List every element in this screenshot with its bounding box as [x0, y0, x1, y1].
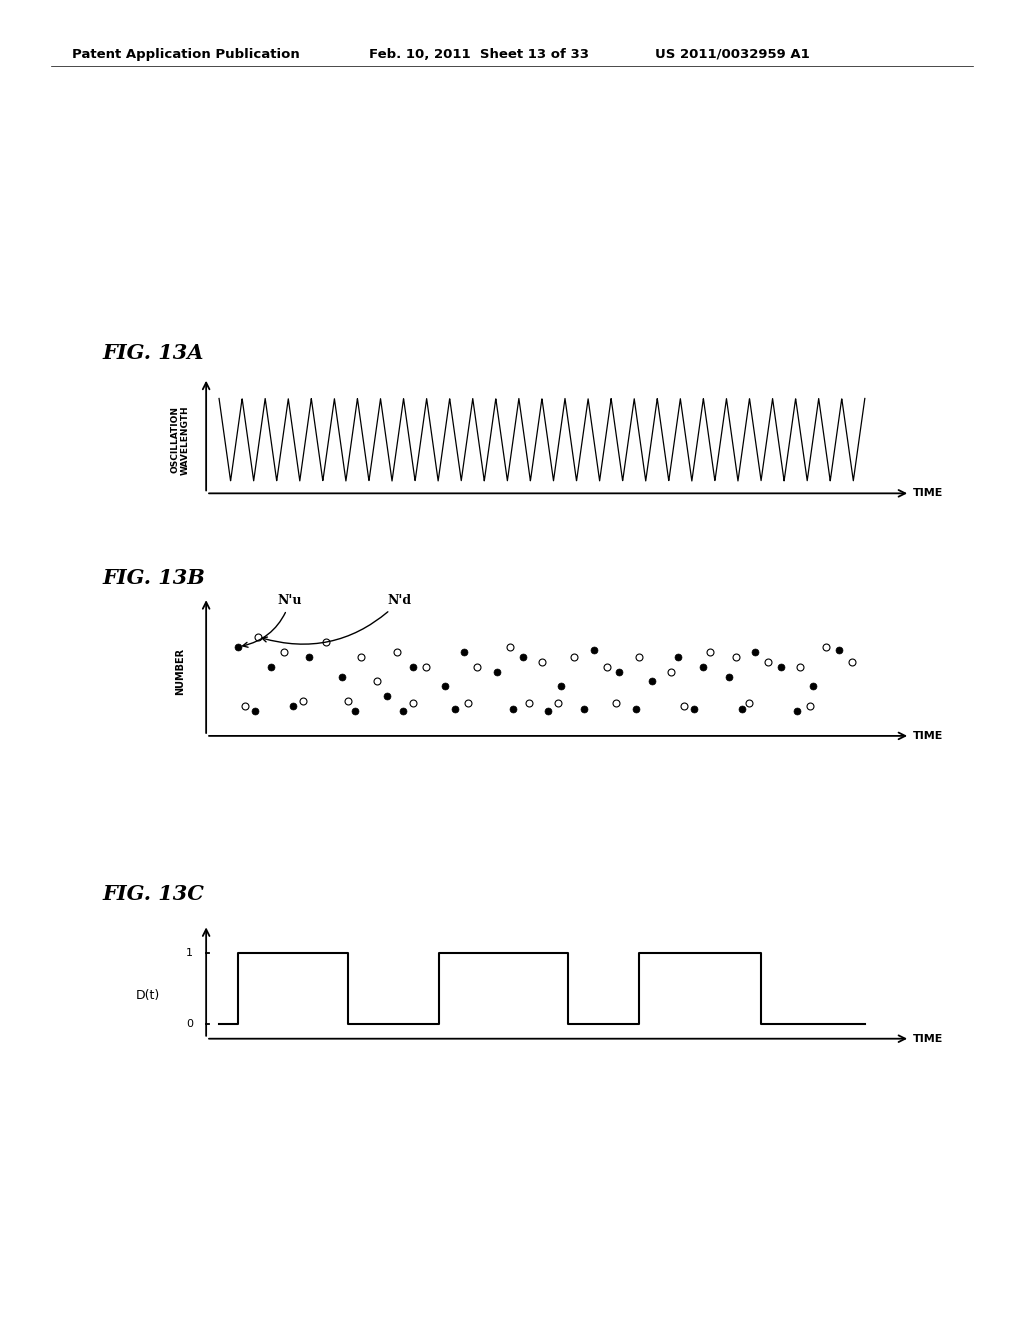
Text: OSCILLATION
WAVELENGTH: OSCILLATION WAVELENGTH [171, 405, 190, 474]
Text: TIME: TIME [913, 1034, 944, 1044]
Text: FIG. 13B: FIG. 13B [102, 568, 205, 587]
Text: TIME: TIME [913, 731, 944, 741]
Text: NUMBER: NUMBER [175, 648, 185, 696]
Text: N'u: N'u [243, 594, 302, 647]
Text: FIG. 13C: FIG. 13C [102, 884, 204, 904]
Text: Feb. 10, 2011  Sheet 13 of 33: Feb. 10, 2011 Sheet 13 of 33 [369, 48, 589, 61]
Text: 1: 1 [186, 948, 194, 958]
Text: N'd: N'd [262, 594, 412, 644]
Text: TIME: TIME [913, 488, 944, 499]
Text: US 2011/0032959 A1: US 2011/0032959 A1 [655, 48, 810, 61]
Text: FIG. 13A: FIG. 13A [102, 343, 204, 363]
Text: 0: 0 [186, 1019, 194, 1030]
Text: D(t): D(t) [136, 990, 160, 1002]
Text: Patent Application Publication: Patent Application Publication [72, 48, 299, 61]
